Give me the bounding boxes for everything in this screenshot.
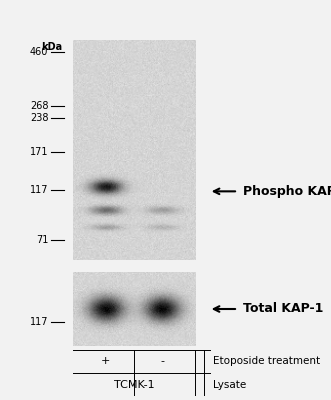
Text: 171: 171 [30,146,48,156]
Text: Etoposide treatment: Etoposide treatment [213,356,320,366]
Text: 117: 117 [30,185,48,195]
Text: +: + [101,356,111,366]
Text: 268: 268 [30,102,48,112]
Text: TCMK-1: TCMK-1 [114,380,154,390]
Text: 71: 71 [36,235,48,245]
Text: Phospho KAP-1 (S824): Phospho KAP-1 (S824) [243,185,331,198]
Text: 460: 460 [30,47,48,57]
Text: 117: 117 [30,317,48,327]
Text: kDa: kDa [41,42,63,52]
Text: Lysate: Lysate [213,380,246,390]
Text: -: - [160,356,164,366]
Text: 238: 238 [30,113,48,123]
Text: Total KAP-1: Total KAP-1 [243,302,323,316]
